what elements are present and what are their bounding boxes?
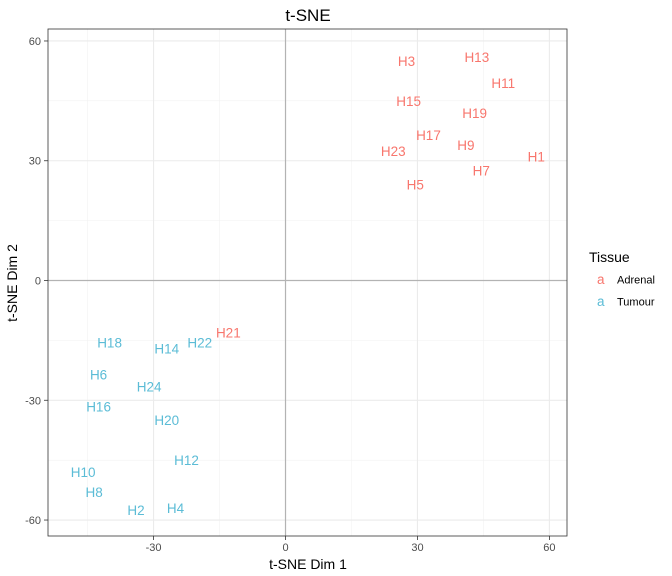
point-label-h22: H22 [187, 335, 212, 350]
y-tick-label: 60 [29, 36, 41, 48]
point-label-h23: H23 [381, 144, 406, 159]
legend-key-tumour: a [597, 294, 605, 309]
point-label-h15: H15 [396, 94, 421, 109]
point-label-h21: H21 [216, 325, 241, 340]
y-tick-label: -60 [25, 515, 41, 527]
point-label-h2: H2 [127, 503, 144, 518]
chart-title: t-SNE [285, 6, 330, 25]
point-label-h19: H19 [462, 106, 487, 121]
point-label-h5: H5 [407, 178, 424, 193]
point-label-h16: H16 [86, 399, 111, 414]
legend: Tissue a Adrenal a Tumour [589, 249, 655, 309]
x-tick-label: -30 [146, 542, 162, 554]
point-label-h17: H17 [416, 128, 441, 143]
point-label-h9: H9 [457, 138, 474, 153]
y-tick-label: -30 [25, 395, 41, 407]
panel-border [47, 28, 568, 537]
legend-label-tumour: Tumour [617, 297, 655, 309]
point-label-h3: H3 [398, 54, 415, 69]
point-label-h18: H18 [97, 335, 122, 350]
point-label-h6: H6 [90, 367, 107, 382]
point-label-h1: H1 [528, 150, 545, 165]
x-tick-label: 0 [282, 542, 288, 554]
point-label-h4: H4 [167, 501, 185, 516]
point-label-h7: H7 [473, 164, 490, 179]
panel-background [48, 29, 567, 536]
x-tick-label: 30 [411, 542, 423, 554]
y-axis-label: t-SNE Dim 2 [4, 244, 20, 322]
point-label-h10: H10 [71, 465, 96, 480]
point-label-h14: H14 [154, 341, 179, 356]
legend-title: Tissue [589, 249, 630, 265]
x-tick-label: 60 [543, 542, 555, 554]
point-label-h13: H13 [464, 50, 489, 65]
legend-key-adrenal: a [597, 272, 605, 287]
y-tick-label: 30 [29, 156, 41, 168]
point-label-h12: H12 [174, 453, 199, 468]
point-label-h11: H11 [491, 76, 515, 91]
y-tick-label: 0 [35, 276, 41, 288]
point-label-h20: H20 [154, 413, 179, 428]
point-label-h8: H8 [86, 485, 103, 500]
x-axis-label: t-SNE Dim 1 [269, 556, 347, 572]
legend-label-adrenal: Adrenal [617, 275, 655, 287]
point-label-h24: H24 [137, 379, 162, 394]
